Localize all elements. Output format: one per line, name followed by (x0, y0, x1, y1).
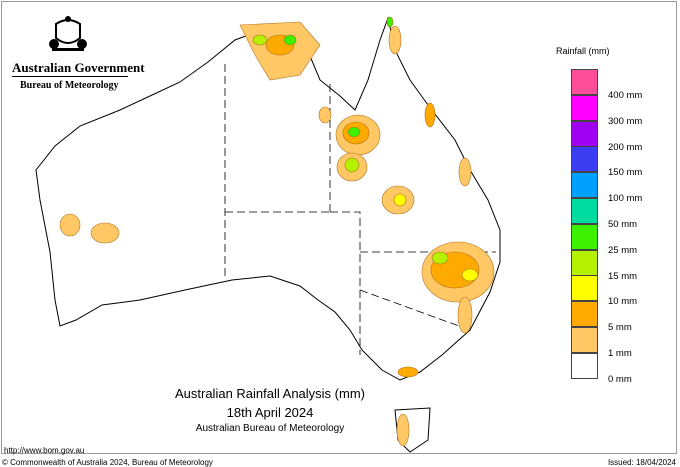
legend-swatch (571, 120, 598, 147)
legend-label: 1 mm (608, 348, 632, 359)
coat-of-arms-logo (49, 16, 87, 51)
legend-swatch (571, 172, 598, 199)
map-date: 18th April 2024 (226, 405, 314, 420)
legend-label: 300 mm (608, 115, 643, 127)
bom-url-link[interactable]: http://www.bom.gov.au (4, 446, 85, 455)
legend-swatch (571, 275, 598, 302)
legend-label: 15 mm (608, 270, 638, 282)
map-title: Australian Rainfall Analysis (mm) (174, 386, 365, 401)
logo-bureau: Bureau of Meteorology (20, 80, 119, 91)
legend-swatch (571, 69, 598, 95)
legend-title: Rainfall (mm) (556, 46, 610, 56)
map-organisation: Australian Bureau of Meteorology (195, 423, 345, 434)
legend-swatch (571, 223, 598, 250)
legend-swatch (571, 327, 598, 353)
legend-label: 150 mm (608, 167, 643, 179)
legend-label: 5 mm (608, 322, 632, 334)
legend-swatch (571, 198, 598, 224)
legend-label: 50 mm (608, 219, 638, 230)
legend-label: 0 mm (608, 373, 632, 385)
legend-label: 400 mm (608, 90, 643, 101)
copyright-text: © Commonwealth of Australia 2024, Bureau… (2, 458, 213, 467)
rainfall-areas (59, 16, 495, 447)
legend-label: 10 mm (608, 296, 638, 308)
legend-swatch (571, 249, 598, 276)
legend-swatch (571, 352, 598, 379)
map-frame (1, 1, 677, 454)
legend-label: 200 mm (608, 141, 643, 153)
legend-swatch (571, 146, 598, 173)
legend-label: 25 mm (608, 244, 638, 256)
logo-divider (12, 76, 128, 77)
legend-swatch (571, 301, 598, 328)
issued-date: Issued: 18/04/2024 (607, 458, 676, 467)
legend-label: 100 mm (608, 193, 643, 205)
logo-government: Australian Government (12, 60, 145, 75)
legend-swatch (571, 94, 598, 121)
